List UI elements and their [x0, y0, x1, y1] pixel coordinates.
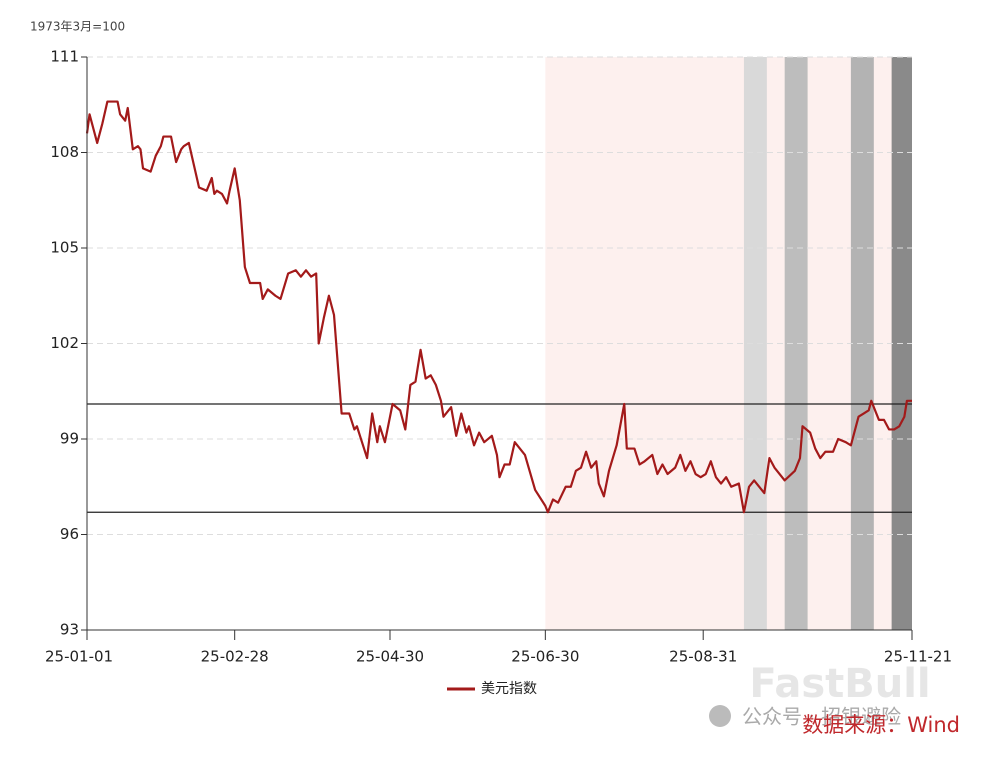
shaded-region: [784, 57, 808, 630]
y-tick-label: 108: [50, 143, 79, 161]
wechat-icon: [709, 705, 731, 727]
x-tick-label: 25-01-01: [45, 648, 113, 666]
y-tick-label: 96: [60, 525, 79, 543]
y-tick-label: 105: [50, 239, 79, 257]
x-tick-label: 25-06-30: [511, 648, 579, 666]
watermark-logo: FastBull: [749, 661, 930, 707]
legend-label: 美元指数: [481, 681, 537, 697]
x-tick-label: 25-02-28: [201, 648, 269, 666]
data-line: [85, 100, 912, 514]
watermark-text: 公众号 · 招银避险: [742, 705, 901, 729]
x-tick-label: 25-08-31: [669, 648, 737, 666]
y-tick-label: 93: [60, 621, 79, 639]
x-tick-label: 25-04-30: [356, 648, 424, 666]
source-note: 数据来源：Wind: [802, 713, 960, 737]
x-tick-label: 25-11-21: [884, 648, 952, 666]
y-tick-label: 102: [50, 334, 79, 352]
y-tick-label: 111: [50, 48, 79, 66]
y-axis-unit: 1973年3月=100: [30, 20, 125, 34]
y-tick-label: 99: [60, 430, 79, 448]
